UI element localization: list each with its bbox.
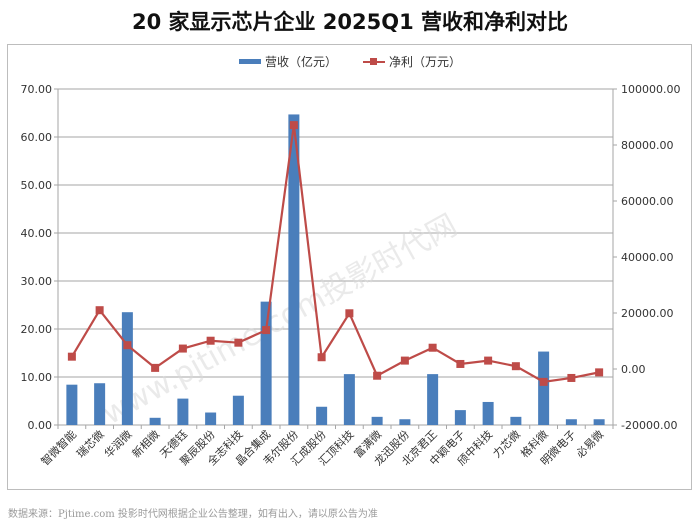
profit-marker[interactable]: [123, 341, 132, 350]
profit-marker[interactable]: [484, 356, 493, 365]
revenue-bar[interactable]: [94, 383, 106, 425]
revenue-bar[interactable]: [593, 419, 605, 425]
legend-item-revenue[interactable]: 营收（亿元）: [238, 53, 337, 70]
profit-marker[interactable]: [345, 309, 354, 318]
legend: 营收（亿元） 净利（万元）: [0, 53, 700, 70]
profit-marker[interactable]: [95, 306, 104, 315]
category-label: 瑞芯微: [74, 427, 107, 460]
profit-marker[interactable]: [234, 338, 243, 347]
revenue-bar[interactable]: [316, 406, 328, 425]
profit-marker[interactable]: [511, 362, 520, 371]
revenue-bar[interactable]: [510, 416, 522, 425]
category-label: 智微智能: [38, 427, 79, 468]
category-label: 力芯微: [490, 427, 523, 460]
legend-item-profit[interactable]: 净利（万元）: [363, 53, 461, 70]
right-axis-tick: 0.00: [621, 363, 646, 376]
profit-marker[interactable]: [206, 336, 215, 345]
profit-marker[interactable]: [400, 356, 409, 365]
legend-label-profit: 净利（万元）: [389, 55, 462, 69]
category-label: 华润微: [101, 427, 134, 460]
left-axis-tick: 10.00: [21, 371, 53, 384]
bar-swatch-icon: [238, 59, 261, 64]
right-axis-tick: -20000.00: [621, 419, 677, 432]
left-axis-tick: 50.00: [21, 179, 53, 192]
profit-marker[interactable]: [289, 121, 298, 130]
profit-marker[interactable]: [456, 359, 465, 368]
revenue-bar[interactable]: [371, 416, 383, 425]
right-axis-tick: 40000.00: [621, 251, 674, 264]
revenue-bar[interactable]: [343, 374, 355, 425]
right-axis-tick: 80000.00: [621, 139, 674, 152]
watermark: www.pjtime.com投影时代网: [97, 208, 463, 432]
revenue-bar[interactable]: [399, 419, 411, 425]
revenue-bar[interactable]: [288, 114, 300, 425]
revenue-bar[interactable]: [565, 419, 577, 425]
revenue-bar[interactable]: [232, 395, 244, 425]
left-axis-tick: 30.00: [21, 275, 53, 288]
left-axis-tick: 60.00: [21, 131, 53, 144]
source-footnote: 数据来源：Pjtime.com 投影时代网根据企业公告整理，如有出入，请以原公告…: [8, 509, 378, 520]
profit-marker[interactable]: [567, 373, 576, 382]
profit-marker[interactable]: [539, 377, 548, 386]
profit-line: [70, 124, 600, 384]
profit-marker[interactable]: [151, 363, 160, 372]
revenue-bar[interactable]: [482, 401, 494, 425]
legend-label-revenue: 营收（亿元）: [264, 55, 337, 69]
profit-marker[interactable]: [595, 368, 604, 377]
revenue-bar[interactable]: [121, 312, 133, 425]
revenue-bar[interactable]: [260, 301, 272, 425]
right-axis-tick: 100000.00: [621, 83, 681, 96]
left-axis-tick: 20.00: [21, 323, 53, 336]
chart-title: 20 家显示芯片企业 2025Q1 营收和净利对比: [131, 10, 569, 34]
line-marker-icon: [363, 57, 385, 65]
left-axis-tick: 0.00: [28, 419, 53, 432]
profit-marker[interactable]: [67, 352, 76, 361]
revenue-bar[interactable]: [66, 384, 78, 425]
left-axis-tick: 40.00: [21, 227, 53, 240]
revenue-bar[interactable]: [149, 417, 161, 425]
revenue-bar[interactable]: [538, 351, 550, 425]
right-axis-tick: 60000.00: [621, 195, 674, 208]
revenue-bar[interactable]: [205, 412, 217, 425]
revenue-bar[interactable]: [454, 410, 466, 425]
profit-marker[interactable]: [262, 326, 271, 335]
category-label: 必易微: [573, 427, 606, 460]
revenue-bar[interactable]: [427, 374, 439, 425]
right-axis-tick: 20000.00: [621, 307, 674, 320]
category-label: 新相微: [129, 427, 162, 460]
left-axis-tick: 70.00: [21, 83, 53, 96]
profit-marker[interactable]: [317, 353, 326, 362]
revenue-bar[interactable]: [177, 398, 189, 425]
profit-marker[interactable]: [373, 371, 382, 380]
profit-marker[interactable]: [178, 344, 187, 353]
profit-marker[interactable]: [428, 343, 437, 352]
